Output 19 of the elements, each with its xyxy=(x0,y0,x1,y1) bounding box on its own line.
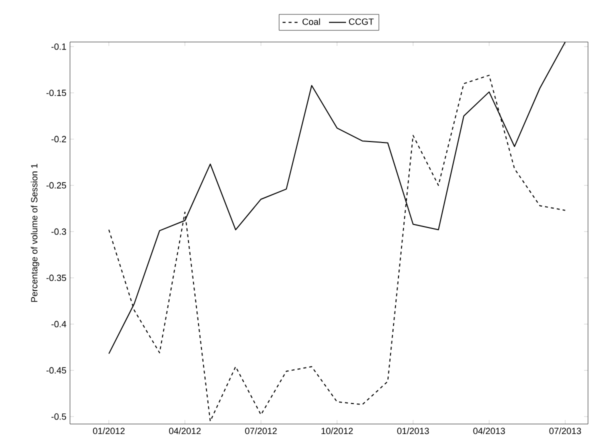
y-tick-label: -0.1 xyxy=(51,43,66,50)
y-tick-label: -0.5 xyxy=(51,413,66,420)
y-tick-label: -0.4 xyxy=(51,320,66,328)
y-tick-label: -0.25 xyxy=(46,182,66,189)
y-tick-label: -0.2 xyxy=(51,136,66,142)
x-tick-label: 01/2012 xyxy=(93,428,125,434)
y-tick-label: -0.3 xyxy=(51,228,66,235)
legend-label: Coal xyxy=(302,18,320,25)
y-axis-title: Percentage of volume of Session 1 xyxy=(30,164,40,302)
legend-label: CCGT xyxy=(348,18,374,25)
y-tick-label: -0.15 xyxy=(46,90,66,96)
x-tick-label: 04/2012 xyxy=(169,428,201,434)
y-tick-label: -0.45 xyxy=(46,367,66,374)
x-tick-label: 01/2013 xyxy=(397,428,429,434)
y-tick-label: -0.35 xyxy=(46,274,66,282)
x-tick-label: 10/2012 xyxy=(322,428,353,434)
x-tick-label: 07/2012 xyxy=(245,428,277,434)
x-tick-label: 04/2013 xyxy=(473,428,505,434)
x-tick-label: 07/2013 xyxy=(549,428,581,434)
